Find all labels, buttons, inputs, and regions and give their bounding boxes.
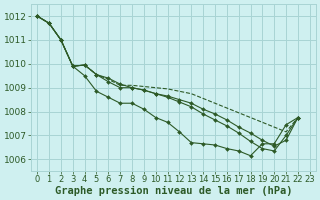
X-axis label: Graphe pression niveau de la mer (hPa): Graphe pression niveau de la mer (hPa): [55, 186, 292, 196]
